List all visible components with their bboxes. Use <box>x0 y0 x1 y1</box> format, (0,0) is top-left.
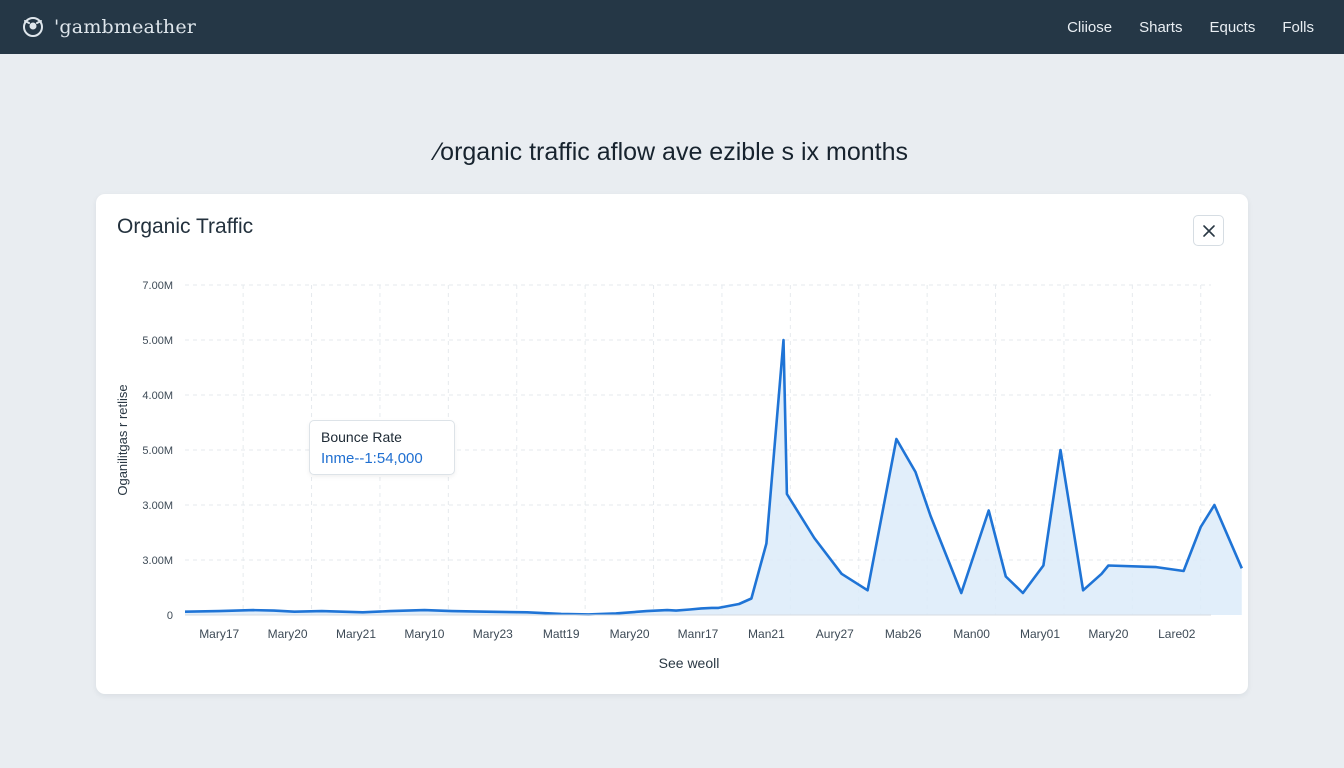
chart-card: Organic Traffic 0 3.00M 3.00M 5.00M 4.00M 5.0… <box>96 194 1248 694</box>
card-title: Organic Traffic <box>117 215 254 238</box>
traffic-area-fill <box>185 340 1242 615</box>
y-tick-label: 5.00M <box>142 445 173 457</box>
y-tick-label: 5.00M <box>142 335 173 347</box>
close-icon <box>1202 224 1215 237</box>
x-tick-label: Mab26 <box>885 627 922 641</box>
y-tick-label: 3.00M <box>142 500 173 512</box>
y-tick-label: 7.00M <box>142 280 173 292</box>
y-axis-title: Oganilitgas r retlise <box>115 384 130 495</box>
x-tick-label: Mary21 <box>336 627 376 641</box>
x-tick-label: Lare02 <box>1158 627 1196 641</box>
tooltip-value: Inme--1:54,000 <box>321 450 423 467</box>
x-tick-label: Mary20 <box>1088 627 1128 641</box>
nav-item-folls[interactable]: Folls <box>1282 18 1314 36</box>
top-navigation-bar: 'gambmeather Cliiose Sharts Equcts Folls <box>0 0 1344 54</box>
y-tick-label: 3.00M <box>142 555 173 567</box>
x-axis-title: See weoll <box>659 655 720 671</box>
x-tick-label: Man21 <box>748 627 785 641</box>
x-tick-label: Mary10 <box>404 627 444 641</box>
x-tick-label: Matt19 <box>543 627 580 641</box>
x-tick-label: Aury27 <box>816 627 854 641</box>
page-headline: ⁄organic traffic aflow ave ezible s ix m… <box>436 138 908 166</box>
x-tick-label: Mary23 <box>473 627 513 641</box>
y-axis-ticks: 0 3.00M 3.00M 5.00M 4.00M 5.00M 7.00M <box>142 280 173 622</box>
y-tick-label: 0 <box>167 610 173 622</box>
x-tick-label: Man00 <box>953 627 990 641</box>
x-tick-label: Manr17 <box>678 627 719 641</box>
y-tick-label: 4.00M <box>142 390 173 402</box>
x-tick-label: Mary20 <box>610 627 650 641</box>
x-axis-ticks: Mary17 Mary20 Mary21 Mary10 Mary23 Matt19 Mary… <box>199 627 1196 641</box>
close-button[interactable] <box>1193 215 1224 246</box>
chart-tooltip: Bounce Rate Inme--1:54,000 <box>309 420 455 475</box>
tooltip-title: Bounce Rate <box>321 429 402 445</box>
brand-name: 'gambmeather <box>54 16 197 38</box>
nav-item-equcts[interactable]: Equcts <box>1209 18 1256 36</box>
logo-icon <box>20 14 46 40</box>
main-nav: Cliiose Sharts Equcts Folls <box>1067 19 1314 36</box>
brand[interactable]: 'gambmeather <box>20 14 196 40</box>
x-tick-label: Mary17 <box>199 627 239 641</box>
nav-item-cliiose[interactable]: Cliiose <box>1067 18 1113 36</box>
nav-item-sharts[interactable]: Sharts <box>1139 18 1183 36</box>
x-tick-label: Mary20 <box>268 627 308 641</box>
traffic-series-line <box>184 338 1243 616</box>
x-tick-label: Mary01 <box>1020 627 1060 641</box>
